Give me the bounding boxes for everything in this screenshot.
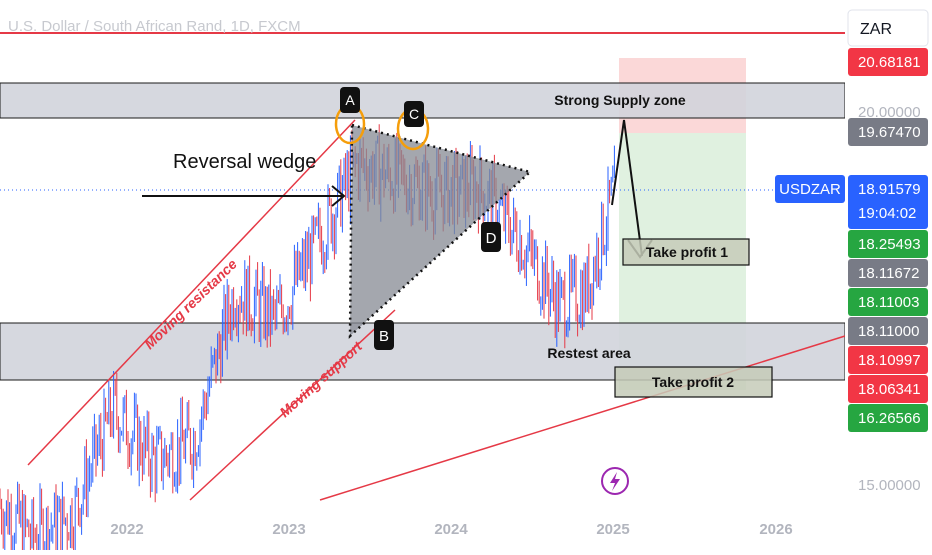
symbol-tag-label: USDZAR [779,181,841,198]
reversal-wedge-shape[interactable] [348,123,533,339]
current-price-label: 18.91579 [858,181,921,198]
price-badge-5: 18.11003 [848,288,928,316]
point-c-badge[interactable]: C [404,101,424,127]
wedge-arrow-head [331,185,346,207]
take-profit-2-box[interactable] [614,366,773,398]
price-badge-1: 19.67470 [848,118,928,146]
price-badge-label: 18.11672 [858,265,919,282]
price-badge-label: 18.11000 [858,323,919,340]
price-badge-label: 19.67470 [858,124,921,141]
lightning-bolt-icon[interactable] [601,467,629,495]
time-tick-2022: 2022 [110,521,143,538]
reversal-wedge-label: Reversal wedge [173,151,316,173]
price-badge-label: 20.68181 [858,54,921,71]
point-a-label: A [345,92,355,108]
point-b-badge[interactable]: B [374,320,394,350]
currency-label: ZAR [860,21,892,38]
supply-zone-label: Strong Supply zone [554,92,686,108]
countdown-label: 19:04:02 [858,205,916,222]
moving-resistance-line[interactable] [27,119,356,466]
symbol-tag [775,175,845,203]
restest-area-label: Restest area [547,345,630,361]
price-badge-4: 18.11672 [848,259,928,287]
price-tick-15: 15.00000 [858,477,921,494]
time-tick-2023: 2023 [272,521,305,538]
symbol-title: U.S. Dollar / South African Rand, 1D, FX… [8,18,301,35]
point-c-label: C [409,106,419,122]
price-badge-9: 16.26566 [848,404,928,432]
price-badge-6: 18.11000 [848,317,928,345]
take-profit-2-label: Take profit 2 [652,374,734,390]
currency-selector[interactable]: ZAR [847,9,929,47]
price-badge-8: 18.06341 [848,375,928,403]
price-badge-7: 18.10997 [848,346,928,374]
long-trendline[interactable] [319,335,846,501]
price-badge-label: 18.06341 [858,381,921,398]
price-badge-2: 18.91579 19:04:02 [848,175,928,229]
time-tick-2026: 2026 [759,521,792,538]
point-d-label: D [486,230,497,247]
time-tick-2024: 2024 [434,521,468,538]
price-badge-label: 18.10997 [858,352,921,369]
projection-path [611,119,643,257]
price-badge-label: 18.11003 [858,294,919,311]
price-badge-label: 16.26566 [858,410,921,427]
price-badge-0: 20.68181 [848,48,928,76]
time-tick-2025: 2025 [596,521,629,538]
point-d-badge[interactable]: D [481,222,501,252]
point-a-badge[interactable]: A [340,87,360,113]
time-axis[interactable]: 2022 2023 2024 2025 2026 [110,521,792,538]
price-tick-20: 20.00000 [858,104,921,121]
price-badge-label: 18.25493 [858,236,921,253]
take-profit-1-label: Take profit 1 [646,244,728,260]
take-profit-1-box[interactable] [622,238,750,266]
moving-support-line[interactable] [189,309,396,501]
point-b-label: B [379,328,389,345]
price-badge-3: 18.25493 [848,230,928,258]
